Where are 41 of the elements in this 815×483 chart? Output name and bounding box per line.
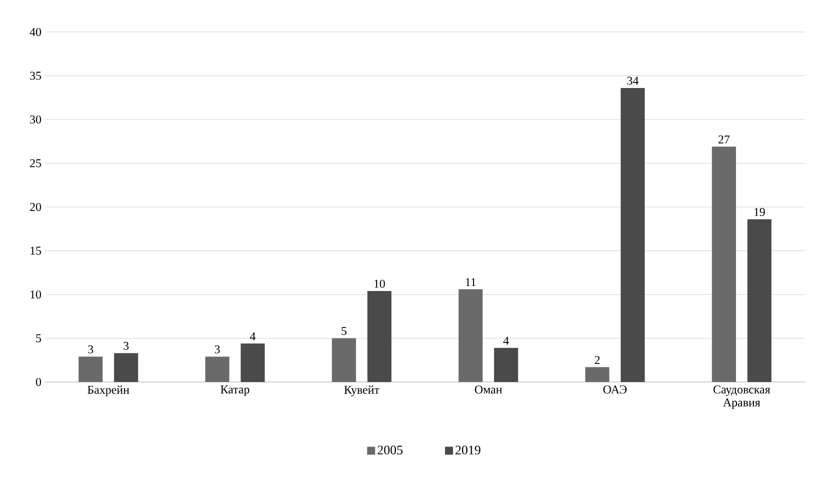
data-label: 3 — [88, 345, 94, 354]
x-tick-label: Саудовская Аравия — [714, 386, 770, 409]
x-tick-label: ОАЭ — [603, 386, 627, 394]
data-label: 11 — [466, 278, 476, 286]
y-tick-label: 35 — [30, 72, 42, 80]
data-label: 34 — [627, 76, 639, 85]
y-tick-label: 15 — [30, 246, 42, 255]
bar — [585, 367, 610, 382]
bar — [240, 343, 265, 382]
bar — [747, 219, 772, 382]
bar — [205, 356, 230, 382]
data-label: 3 — [214, 345, 220, 354]
bar — [332, 338, 356, 382]
data-label: 2 — [594, 356, 600, 364]
y-tick-label: 25 — [30, 159, 42, 168]
y-tick-label: 5 — [36, 334, 42, 342]
data-label: 4 — [250, 332, 256, 340]
data-label: 3 — [124, 342, 129, 350]
bar — [367, 290, 392, 382]
data-label: 19 — [754, 208, 765, 216]
x-tick-label: Кувейт — [344, 386, 380, 396]
y-tick-label: 20 — [30, 202, 42, 212]
data-label: 5 — [342, 327, 346, 336]
legend-label: 2019 — [456, 446, 480, 454]
data-label: 10 — [374, 280, 385, 288]
data-label: 27 — [718, 135, 730, 144]
bar — [620, 88, 645, 382]
y-tick-label: 40 — [30, 28, 42, 36]
x-tick-label: Катар — [220, 386, 250, 396]
bar — [458, 289, 483, 382]
x-tick-label: Бахрейн — [88, 386, 130, 396]
bar — [78, 356, 103, 382]
y-tick-label: 10 — [30, 290, 42, 299]
x-tick-label: Оман — [474, 386, 502, 394]
data-label: 4 — [503, 336, 509, 345]
bar — [494, 348, 518, 382]
bar — [712, 146, 736, 382]
legend-label: 2005 — [378, 446, 403, 454]
y-tick-label: 0 — [36, 378, 42, 386]
y-tick-label: 30 — [30, 115, 42, 124]
bar — [114, 353, 138, 382]
